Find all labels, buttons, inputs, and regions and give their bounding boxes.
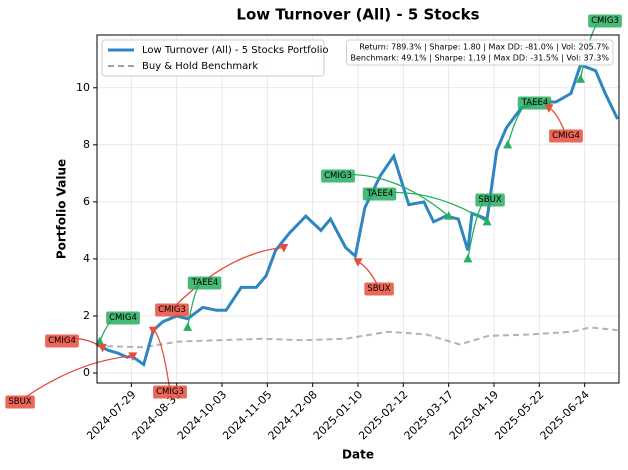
- annotation-arrow: [171, 246, 284, 310]
- annotation-label: TAEE4: [521, 98, 549, 108]
- y-axis-label: Portfolio Value: [55, 159, 69, 259]
- trade-marker: [97, 343, 107, 353]
- trade-marker: [128, 352, 138, 361]
- x-axis-label: Date: [342, 448, 374, 462]
- annotation-box: [153, 385, 187, 399]
- annotation-label: CMIG3: [591, 16, 619, 26]
- annotation-box: [45, 334, 79, 348]
- annotation-label: CMIG4: [552, 131, 580, 141]
- plot-frame: [96, 34, 620, 384]
- series-line: [97, 63, 619, 367]
- y-tick-label: 6: [83, 195, 90, 208]
- annotation-box: [321, 169, 355, 183]
- legend-label: Low Turnover (All) - 5 Stocks Portfolio: [142, 45, 328, 56]
- legend-label: Buy & Hold Benchmark: [142, 61, 258, 72]
- trade-marker: [148, 326, 158, 336]
- trade-marker: [482, 216, 492, 226]
- annotation-box: [155, 303, 189, 317]
- y-tick-label: 8: [83, 138, 90, 151]
- trade-marker: [353, 258, 363, 267]
- annotation-box: [364, 282, 394, 296]
- annotation-label: SBUX: [8, 397, 31, 407]
- annotation-box: [187, 276, 222, 290]
- annotation-box: [517, 96, 552, 110]
- annotation-box: [362, 187, 397, 201]
- annotation-box: [5, 395, 35, 409]
- annotation-label: CMIG4: [109, 313, 137, 323]
- stats-text: Benchmark: 49.1% | Sharpe: 1.19 | Max DD…: [350, 54, 609, 63]
- y-tick-label: 0: [83, 366, 90, 379]
- annotation-arrow: [19, 355, 133, 402]
- annotation-box: [549, 129, 583, 143]
- trade-marker: [183, 322, 193, 331]
- y-tick-label: 4: [83, 252, 90, 265]
- legend-box: [101, 39, 325, 77]
- trade-marker: [279, 244, 289, 253]
- annotation-box: [475, 193, 505, 207]
- annotation-label: SBUX: [478, 195, 501, 205]
- annotation-label: CMIG3: [324, 171, 352, 181]
- annotation-label: CMIG3: [156, 387, 184, 397]
- trade-marker: [444, 211, 454, 220]
- stats-text: Return: 789.3% | Sharpe: 1.80 | Max DD: …: [359, 43, 609, 52]
- annotation-label: CMIG4: [48, 336, 76, 346]
- annotation-label: SBUX: [367, 284, 390, 294]
- annotation-box: [588, 14, 622, 28]
- annotation-label: TAEE4: [191, 278, 219, 288]
- plot-area: [97, 63, 619, 367]
- y-tick-label: 2: [83, 309, 90, 322]
- y-tick-label: 10: [76, 81, 90, 94]
- annotation-label: CMIG3: [158, 305, 186, 315]
- trade-marker: [576, 74, 586, 83]
- stats-box: [345, 39, 614, 66]
- annotation-label: TAEE4: [366, 189, 394, 199]
- trade-marker: [463, 253, 473, 263]
- trade-marker: [503, 139, 513, 149]
- annotation-box: [106, 311, 140, 325]
- trade-marker: [544, 104, 554, 113]
- series-line: [97, 326, 618, 349]
- chart-title: Low Turnover (All) - 5 Stocks: [236, 6, 479, 24]
